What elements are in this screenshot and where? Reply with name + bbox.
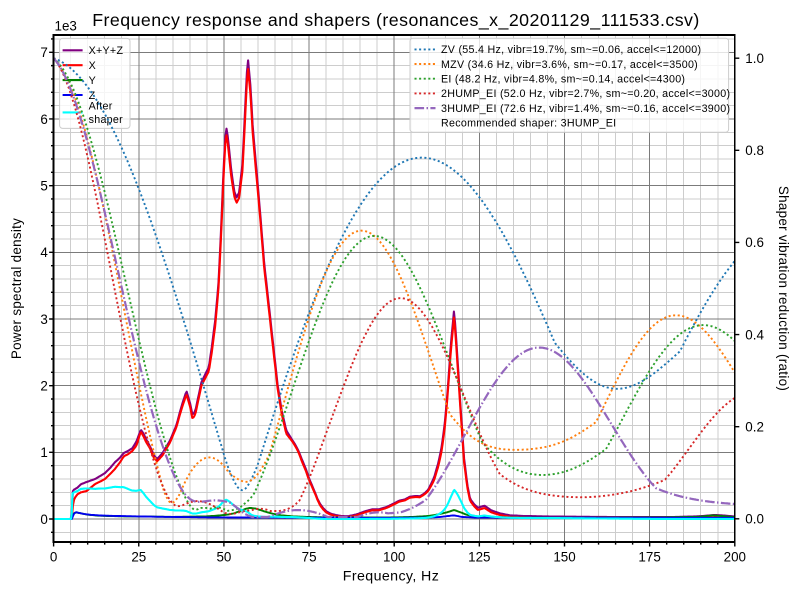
svg-text:0.0: 0.0	[745, 512, 764, 527]
svg-text:100: 100	[383, 550, 405, 565]
svg-text:1: 1	[40, 445, 47, 460]
svg-text:0.4: 0.4	[745, 327, 764, 342]
svg-text:3: 3	[40, 312, 47, 327]
svg-text:Frequency, Hz: Frequency, Hz	[343, 569, 439, 585]
svg-text:0.8: 0.8	[745, 143, 764, 158]
svg-text:0.6: 0.6	[745, 235, 764, 250]
svg-text:4: 4	[40, 245, 48, 260]
svg-text:Frequency response and shapers: Frequency response and shapers (resonanc…	[92, 10, 700, 31]
svg-text:Shaper vibration reduction (ra: Shaper vibration reduction (ratio)	[776, 186, 791, 391]
svg-text:2: 2	[40, 379, 47, 394]
svg-text:Recommended shaper: 3HUMP_EI: Recommended shaper: 3HUMP_EI	[441, 118, 616, 130]
svg-text:0: 0	[50, 550, 57, 565]
svg-text:7: 7	[40, 45, 47, 60]
svg-text:Power spectral density: Power spectral density	[9, 218, 24, 359]
svg-text:ZV (55.4 Hz, vibr=19.7%, sm~=0: ZV (55.4 Hz, vibr=19.7%, sm~=0.06, accel…	[441, 44, 701, 56]
svg-text:5: 5	[40, 178, 47, 193]
svg-text:Y: Y	[89, 75, 96, 87]
svg-text:200: 200	[724, 550, 746, 565]
svg-text:X: X	[89, 60, 96, 72]
svg-text:175: 175	[638, 550, 660, 565]
svg-text:6: 6	[40, 112, 47, 127]
svg-text:3HUMP_EI (72.6 Hz, vibr=1.4%,: 3HUMP_EI (72.6 Hz, vibr=1.4%, sm~=0.16, …	[441, 103, 730, 115]
svg-text:75: 75	[302, 550, 317, 565]
svg-text:MZV (34.6 Hz, vibr=3.6%, sm~=0: MZV (34.6 Hz, vibr=3.6%, sm~=0.17, accel…	[441, 59, 698, 71]
svg-text:0.2: 0.2	[745, 420, 764, 435]
svg-text:X+Y+Z: X+Y+Z	[89, 45, 124, 57]
svg-text:2HUMP_EI (52.0 Hz, vibr=2.7%,: 2HUMP_EI (52.0 Hz, vibr=2.7%, sm~=0.20, …	[441, 88, 730, 100]
svg-text:Z: Z	[89, 90, 96, 102]
svg-text:1.0: 1.0	[745, 51, 764, 66]
svg-text:125: 125	[468, 550, 490, 565]
svg-text:150: 150	[553, 550, 575, 565]
svg-text:0: 0	[40, 512, 47, 527]
svg-text:shaper: shaper	[89, 114, 124, 126]
svg-text:25: 25	[131, 550, 146, 565]
svg-text:After: After	[89, 100, 113, 112]
svg-text:EI (48.2 Hz, vibr=4.8%, sm~=0.: EI (48.2 Hz, vibr=4.8%, sm~=0.14, accel<…	[441, 74, 685, 86]
svg-text:50: 50	[216, 550, 231, 565]
svg-text:1e3: 1e3	[55, 19, 77, 34]
